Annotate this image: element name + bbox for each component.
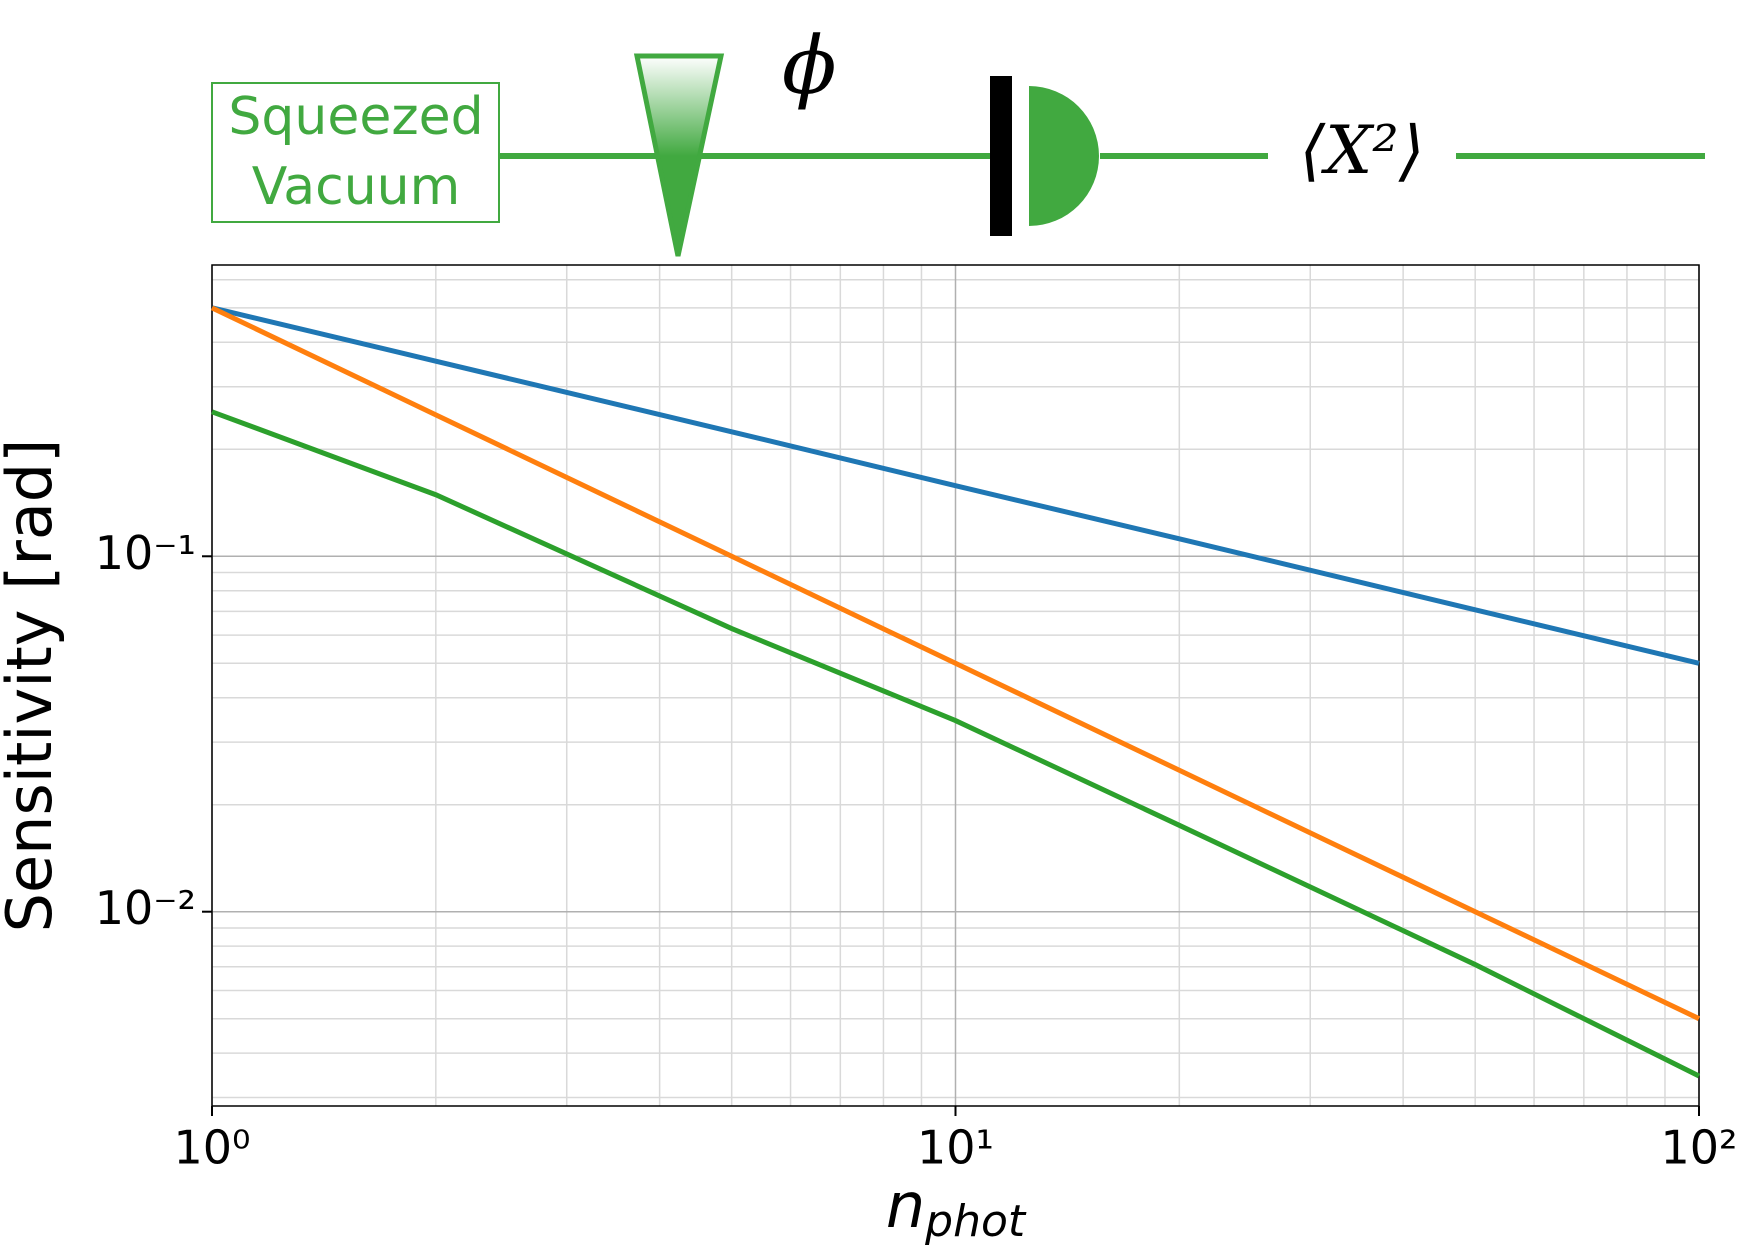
plot-frame [211,264,1700,1107]
x-axis-label: nphot [886,1169,1027,1247]
y-tick-label: 10⁻² [95,881,196,935]
measurement-label: ⟨X²⟩ [1300,112,1425,189]
plot: 10⁰ 10¹ 10² 10⁻² 10⁻¹ nphot Sensitivity [rad] [0,264,1738,1247]
series-line [211,305,1700,666]
x-tick-label: 10¹ [917,1121,994,1175]
y-axis-label: Sensitivity [rad] [0,439,66,933]
source-label: Squeezed Vacuum [228,87,483,217]
source-box [211,82,500,223]
detector [1029,86,1099,226]
x-tick-label: 10⁰ [174,1121,251,1175]
detector-plate [990,76,1012,236]
phase-shifter [633,53,725,257]
x-tick-label: 10² [1661,1121,1738,1175]
y-tick-label: 10⁻¹ [95,526,196,580]
x-label-subscript: phot [924,1196,1027,1247]
setup-diagram: Squeezed Vacuum ϕ ⟨X²⟩ [211,19,1705,257]
x-label-main: n [886,1169,925,1242]
series-line [210,305,1701,1021]
series-line [211,409,1701,1079]
phase-label: ϕ [782,19,837,112]
